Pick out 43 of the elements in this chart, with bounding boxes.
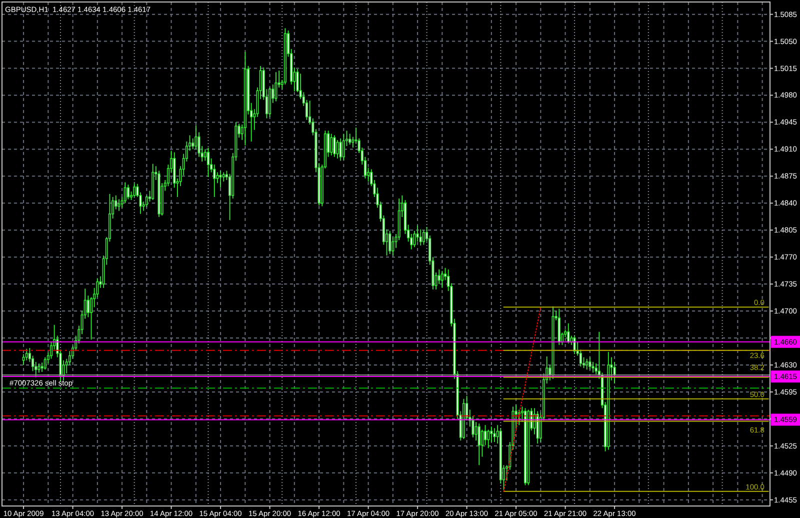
- candlestick: [206, 147, 210, 178]
- candlestick: [86, 295, 90, 318]
- candlestick: [388, 230, 392, 254]
- candlestick: [194, 124, 198, 150]
- candlestick: [219, 170, 222, 188]
- candlestick: [204, 148, 206, 162]
- candlestick: [124, 182, 126, 204]
- candlestick: [330, 133, 333, 156]
- candlestick: [588, 356, 592, 370]
- candlestick: [274, 72, 278, 102]
- candlestick: [118, 198, 120, 212]
- candlestick: [592, 361, 594, 374]
- candlestick: [133, 182, 136, 198]
- candlestick: [40, 362, 44, 372]
- candlestick: [484, 424, 487, 446]
- candlestick: [558, 308, 560, 346]
- candlestick: [490, 426, 493, 442]
- candlestick: [419, 228, 422, 246]
- candlestick: [613, 361, 616, 384]
- candlestick: [478, 423, 480, 466]
- candlestick: [422, 230, 425, 246]
- candlestick: [333, 134, 336, 158]
- candlestick: [192, 138, 194, 150]
- candlestick: [145, 194, 148, 208]
- candlestick: [44, 356, 46, 370]
- candlestick: [440, 270, 444, 288]
- candlestick: [216, 172, 219, 184]
- candlestick: [480, 429, 484, 458]
- candlestick: [38, 362, 40, 374]
- candlestick: [342, 133, 345, 160]
- candlestick: [392, 236, 394, 256]
- candlestick: [438, 268, 440, 285]
- candlestick: [416, 225, 419, 242]
- candlestick: [487, 429, 490, 449]
- candlestick: [25, 348, 28, 361]
- candlestick: [567, 322, 570, 344]
- candlestick: [339, 138, 342, 162]
- candlestick: [126, 184, 130, 200]
- candlestick: [348, 133, 352, 146]
- line-series: [503, 306, 542, 492]
- candlestick: [336, 139, 339, 159]
- candlestick: [586, 358, 588, 370]
- candlestick: [536, 410, 539, 444]
